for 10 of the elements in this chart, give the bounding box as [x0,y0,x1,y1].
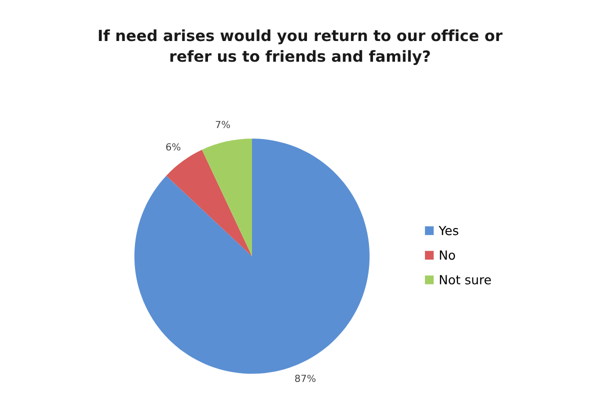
legend-label: No [440,250,456,260]
data-label: 6% [166,143,180,151]
pie-slice [134,138,370,374]
data-label: 87% [295,374,316,382]
legend-label: Not sure [440,275,491,284]
chart-title: If need arises would you return to our office or refer us to friends and family? [98,29,502,66]
legend-label: Yes [438,226,458,236]
pie-slice [166,150,252,256]
pie-slice [202,138,252,256]
data-label: 7% [216,120,230,128]
